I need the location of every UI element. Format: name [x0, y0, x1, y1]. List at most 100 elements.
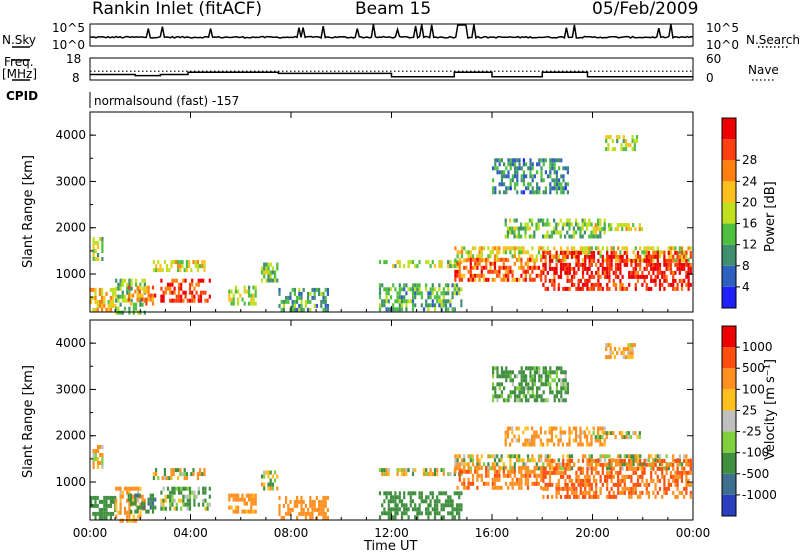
- velocity-echo-cell: [650, 470, 653, 475]
- velocity-echo-cell: [661, 466, 664, 471]
- velocity-echo-cell: [597, 426, 600, 431]
- power-echo-cell: [514, 170, 517, 175]
- nsky-label: N.Sky: [2, 33, 37, 47]
- velocity-echo-cell: [610, 466, 613, 471]
- power-echo-cell: [474, 261, 477, 266]
- velocity-echo-cell: [420, 511, 423, 516]
- velocity-echo-cell: [516, 398, 519, 403]
- power-echo-cell: [293, 303, 296, 308]
- power-echo-cell: [607, 223, 611, 228]
- velocity-echo-cell: [234, 493, 237, 498]
- velocity-echo-cell: [115, 486, 118, 491]
- power-echo-cell: [444, 283, 448, 288]
- power-echo-cell: [179, 264, 182, 269]
- velocity-echo-cell: [177, 498, 181, 503]
- power-echo-cell: [645, 282, 648, 287]
- velocity-echo-cell: [625, 466, 629, 471]
- velocity-echo-cell: [126, 498, 129, 503]
- velocity-echo-cell: [175, 502, 178, 507]
- power-echo-cell: [553, 162, 556, 167]
- velocity-echo-cell: [485, 469, 488, 474]
- power-echo-cell: [599, 262, 602, 267]
- power-echo-cell: [619, 254, 622, 259]
- velocity-echo-cell: [500, 466, 503, 471]
- velocity-echo-cell: [487, 466, 490, 471]
- velocity-echo-cell: [160, 506, 163, 511]
- velocity-echo-cell: [575, 426, 578, 431]
- velocity-echo-cell: [557, 486, 560, 491]
- velocity-echo-cell: [414, 491, 417, 496]
- velocity-echo-cell: [676, 466, 679, 471]
- velocity-echo-cell: [678, 490, 681, 495]
- velocity-echo-cell: [498, 465, 501, 470]
- velocity-echo-cell: [603, 462, 607, 467]
- power-echo-cell: [173, 290, 176, 295]
- velocity-echo-cell: [98, 507, 101, 512]
- power-echo-cell: [136, 293, 139, 298]
- power-echo-cell: [560, 158, 563, 163]
- velocity-echo-cell: [596, 431, 600, 436]
- velocity-echo-cell: [588, 486, 591, 491]
- velocity-echo-cell: [511, 438, 514, 443]
- velocity-echo-cell: [197, 486, 200, 491]
- velocity-echo-cell: [652, 466, 655, 471]
- power-echo-cell: [516, 170, 519, 175]
- power-echo-cell: [544, 266, 547, 271]
- velocity-echo-cell: [143, 505, 146, 510]
- power-echo-cell: [588, 274, 591, 279]
- power-echo-cell: [411, 287, 415, 292]
- velocity-echo-cell: [566, 462, 569, 467]
- power-echo-cell: [175, 278, 178, 283]
- power-echo-cell: [689, 262, 692, 267]
- power-echo-cell: [436, 299, 439, 304]
- power-echo-cell: [427, 303, 430, 308]
- velocity-echo-cell: [136, 509, 139, 514]
- power-echo-cell: [590, 258, 593, 263]
- velocity-echo-cell: [630, 474, 633, 479]
- power-echo-cell: [471, 246, 475, 251]
- velocity-echo-cell: [588, 482, 591, 487]
- velocity-echo-cell: [568, 454, 571, 459]
- power-echo-cell: [474, 277, 477, 282]
- velocity-echo-cell: [460, 472, 463, 477]
- power-echo-cell: [608, 270, 611, 275]
- power-echo-cell: [524, 273, 527, 278]
- power-echo-cell: [425, 283, 428, 288]
- power-echo-cell: [237, 289, 240, 294]
- power-echo-cell: [128, 310, 131, 315]
- velocity-echo-cell: [524, 469, 527, 474]
- power-echo-cell: [385, 307, 388, 312]
- power-echo-cell: [453, 291, 456, 296]
- power-echo-cell: [282, 299, 285, 304]
- velocity-echo-cell: [606, 454, 609, 459]
- velocity-echo-cell: [447, 499, 450, 504]
- velocity-echo-cell: [542, 478, 545, 483]
- velocity-echo-cell: [119, 502, 122, 507]
- power-echo-cell: [632, 274, 635, 279]
- velocity-echo-cell: [427, 515, 430, 520]
- power-echo-cell: [617, 246, 620, 251]
- velocity-echo-cell: [550, 430, 553, 435]
- velocity-echo-cell: [687, 478, 690, 483]
- velocity-echo-cell: [522, 458, 525, 463]
- velocity-echo-cell: [467, 462, 470, 467]
- power-echo-cell: [544, 278, 547, 283]
- velocity-echo-cell: [447, 511, 450, 516]
- power-echo-cell: [252, 285, 255, 290]
- power-echo-cell: [403, 287, 406, 292]
- power-echo-cell: [575, 250, 578, 255]
- power-echo-cell: [553, 166, 556, 171]
- power-echo-cell: [403, 295, 406, 300]
- power-echo-cell: [503, 182, 506, 187]
- power-echo-cell: [645, 274, 648, 279]
- velocity-echo-cell: [562, 386, 565, 391]
- velocity-echo-cell: [613, 347, 617, 352]
- power-echo-cell: [557, 258, 560, 263]
- power-echo-cell: [496, 258, 499, 263]
- velocity-echo-cell: [496, 374, 499, 379]
- power-echo-cell: [537, 250, 541, 255]
- power-echo-cell: [570, 278, 574, 283]
- power-echo-cell: [140, 293, 144, 298]
- power-echo-cell: [683, 262, 686, 267]
